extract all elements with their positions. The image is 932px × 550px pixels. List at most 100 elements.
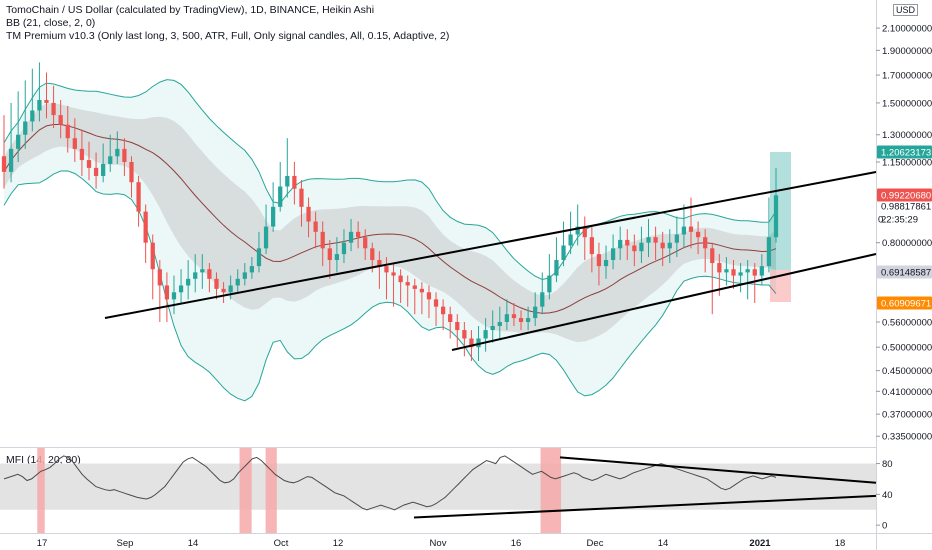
candle [30, 68, 35, 132]
candle-body [228, 285, 233, 293]
price-tick-label: 0.56000000 [882, 318, 932, 329]
candle [490, 310, 495, 343]
candle-body [455, 322, 460, 331]
candle-body [157, 269, 162, 286]
candle-body [200, 269, 205, 273]
candle [171, 275, 177, 315]
candle [285, 138, 290, 198]
candle [497, 306, 502, 339]
candle [625, 229, 630, 261]
candle [773, 167, 779, 243]
candle [58, 99, 63, 139]
bb-indicator-label[interactable]: BB (21, close, 2, 0) [6, 17, 96, 29]
bollinger-upper-band [3, 79, 777, 281]
candle-body [193, 272, 198, 279]
candle [65, 105, 70, 153]
price-tick-label: 1.90000000 [882, 46, 932, 57]
candle-body [363, 237, 368, 249]
candle [391, 263, 396, 307]
candle-body [313, 221, 318, 232]
candle-body [759, 266, 764, 276]
candle [157, 260, 162, 322]
candle [23, 80, 28, 149]
candle-body [86, 160, 92, 168]
candle-body [186, 278, 191, 286]
mfi-overbought-zone [37, 448, 45, 533]
candle-body [320, 231, 325, 249]
candle-body [518, 318, 524, 322]
candle-body [30, 110, 35, 122]
tm-indicator-label[interactable]: TM Premium v10.3 (Only last long, 3, 500… [6, 30, 450, 42]
candle [186, 260, 191, 300]
candle-body [511, 314, 517, 319]
candle-body [596, 254, 602, 267]
candle [129, 156, 134, 198]
chart-title: TomoChain / US Dollar (calculated by Tra… [6, 4, 375, 16]
candle-body [731, 269, 736, 276]
candle-body [632, 245, 637, 252]
time-tick-label: Oct [274, 538, 289, 549]
long-target-zone [770, 152, 791, 270]
candle-body [16, 134, 21, 149]
candle [178, 269, 184, 303]
candle [37, 62, 42, 122]
candle [695, 221, 701, 255]
candle-body [384, 266, 389, 273]
candle-body [242, 272, 247, 279]
candle [731, 260, 736, 289]
price-badge [877, 145, 932, 159]
candle-body [603, 260, 609, 267]
candle [440, 299, 446, 331]
time-tick-label: 2021 [749, 538, 771, 549]
candle [348, 218, 354, 252]
candle [554, 237, 559, 283]
candle-body [44, 99, 49, 103]
candle [356, 221, 361, 249]
candle [263, 204, 269, 255]
candle-body [249, 266, 255, 273]
candle [79, 129, 85, 176]
candle-body [143, 211, 148, 243]
candle-body [150, 242, 155, 270]
candle-body [136, 182, 141, 212]
candle-body [327, 248, 332, 261]
candle [646, 218, 651, 258]
candle [299, 180, 304, 227]
candle-body [65, 124, 70, 139]
candle-body [440, 306, 446, 315]
candle [8, 102, 14, 183]
time-tick-label: Dec [587, 538, 604, 549]
candle-body [490, 326, 495, 331]
candle-body [356, 231, 361, 238]
candle [653, 226, 658, 261]
candle-body [256, 248, 262, 267]
candle [221, 282, 226, 303]
price-tick-label: 0.80000000 [882, 238, 932, 249]
price-tick-label: 1.30000000 [882, 130, 932, 141]
mfi-line [3, 455, 777, 511]
candle-body [271, 206, 276, 227]
price-tick-label: 0.33500000 [882, 432, 932, 443]
candle [738, 263, 743, 293]
candle [341, 229, 347, 264]
candle [766, 197, 772, 273]
time-tick-label: 14 [188, 538, 199, 549]
candle [292, 162, 297, 205]
candle [150, 234, 155, 300]
candle-body [348, 231, 354, 243]
candle [710, 242, 715, 315]
candle [405, 275, 410, 307]
candle-body [306, 206, 311, 222]
candle-body [717, 263, 722, 273]
candle [327, 239, 332, 279]
time-tick-label: 16 [511, 538, 522, 549]
candle-body [710, 248, 715, 264]
candle-body [299, 188, 304, 207]
bollinger-lower-band [3, 170, 777, 402]
candle [462, 322, 467, 357]
price-badge [877, 265, 932, 279]
candle [16, 91, 21, 162]
candle [533, 292, 538, 327]
candle-body [171, 292, 177, 300]
